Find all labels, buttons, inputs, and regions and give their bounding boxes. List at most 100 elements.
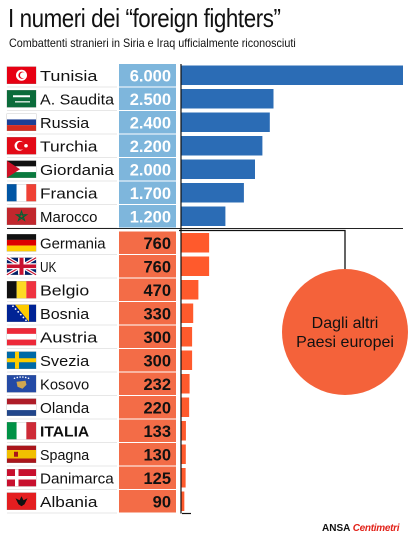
country-label: Belgio [40, 282, 89, 299]
flag-tunisia-icon [6, 66, 37, 84]
value-label: 760 [143, 258, 171, 276]
country-label: Svezia [40, 353, 90, 370]
bar-row-germania: Germania 760 [6, 231, 210, 255]
flag-jordan-icon [6, 160, 37, 178]
country-label: Albania [40, 494, 98, 511]
callout-text-line2: Paesi europei [296, 334, 394, 351]
country-label: Russia [40, 115, 90, 132]
flag-italy-icon [6, 422, 37, 440]
bar [181, 374, 190, 394]
callout-connector [179, 229, 346, 272]
value-box [119, 396, 176, 419]
value-label: 2.200 [130, 138, 171, 156]
value-box [119, 231, 176, 254]
value-box [119, 134, 176, 157]
callout-text-line1: Dagli altri [312, 315, 379, 332]
bar-row-austria: Austria 300 [6, 325, 193, 349]
flag-sweden-icon [6, 351, 37, 369]
bar [181, 183, 244, 203]
bar-row-kosovo: Kosovo 232 [6, 372, 190, 396]
value-box [119, 158, 176, 181]
value-box [119, 64, 176, 87]
value-label: 2.400 [130, 114, 171, 132]
bar [181, 491, 185, 511]
value-box [119, 490, 176, 513]
value-label: 133 [143, 423, 171, 441]
centimetri-credit: Centimetri [352, 523, 400, 534]
value-label: 760 [143, 235, 171, 253]
bar [181, 468, 186, 488]
bar [181, 112, 270, 132]
bar [181, 444, 186, 464]
value-box [119, 255, 176, 278]
value-box [119, 372, 176, 395]
value-label: 2.500 [130, 91, 171, 109]
bar-row-svezia: Svezia 300 [6, 349, 193, 373]
value-label: 125 [143, 470, 171, 488]
value-label: 1.700 [130, 185, 171, 203]
bar-row-marocco: Marocco 1.200 [6, 205, 226, 229]
country-label: Kosovo [40, 376, 89, 393]
bar-row-giordania: Giordania 2.000 [6, 158, 255, 182]
bar [181, 397, 190, 417]
bar [181, 280, 199, 300]
bar [181, 136, 263, 156]
bar-row-bosnia: Bosnia 330 [6, 302, 194, 326]
flag-bosnia-icon [6, 304, 37, 322]
bar [181, 350, 193, 370]
value-box [119, 325, 176, 348]
chart-subtitle: Combattenti stranieri in Siria e Iraq uf… [9, 36, 296, 50]
flag-austria-icon [6, 328, 37, 346]
bar [181, 421, 186, 441]
flag-uk-icon [6, 256, 37, 277]
value-label: 130 [143, 446, 171, 464]
bar-row-francia: Francia 1.700 [6, 181, 244, 205]
flag-russia-icon [6, 113, 37, 131]
country-label: Spagna [40, 447, 90, 464]
country-label: Bosnia [40, 306, 90, 323]
value-label: 470 [143, 282, 171, 300]
country-label: Francia [40, 185, 98, 202]
bar-row-tunisia: Tunisia 6.000 [6, 64, 403, 88]
value-box [119, 466, 176, 489]
country-label: Olanda [40, 400, 90, 417]
country-label: Giordania [40, 162, 115, 179]
flag-france-icon [6, 184, 37, 202]
flag-belgium-icon [6, 281, 37, 299]
value-box [119, 111, 176, 134]
country-label: Austria [40, 329, 98, 346]
value-box [119, 278, 176, 301]
bar-row-turchia: Turchia 2.200 [6, 134, 263, 158]
value-label: 330 [143, 305, 171, 323]
ansa-credit: ANSA [322, 523, 350, 534]
country-label: Turchia [40, 138, 98, 155]
bar [181, 233, 210, 253]
value-box [119, 181, 176, 204]
bar-row-uk: UK 760 [6, 255, 210, 279]
bar [181, 206, 226, 226]
value-box [119, 419, 176, 442]
country-label: A. Saudita [40, 91, 115, 108]
value-label: 220 [143, 399, 171, 417]
flag-albania-icon [6, 492, 37, 510]
value-label: 300 [143, 329, 171, 347]
country-label: Danimarca [40, 470, 114, 487]
bar-row-danimarca: Danimarca 125 [6, 466, 186, 490]
value-label: 2.000 [130, 161, 171, 179]
country-label: Germania [40, 235, 106, 252]
bar-row-russia: Russia 2.400 [6, 111, 270, 135]
flag-spain-icon [6, 445, 37, 463]
value-label: 90 [153, 493, 171, 511]
value-box [119, 349, 176, 372]
chart-title: I numeri dei “foreign fighters” [8, 3, 281, 33]
flag-saudi-arabia-icon [6, 90, 37, 108]
credit-line: ANSA Centimetri [322, 522, 400, 536]
flag-turkey-icon [6, 137, 37, 155]
bar [181, 327, 193, 347]
flag-morocco-icon [6, 207, 37, 225]
value-label: 232 [143, 376, 171, 394]
bar [181, 65, 403, 85]
value-box [119, 87, 176, 110]
bar-row-olanda: Olanda 220 [6, 396, 190, 420]
flag-germany-icon [6, 234, 37, 252]
